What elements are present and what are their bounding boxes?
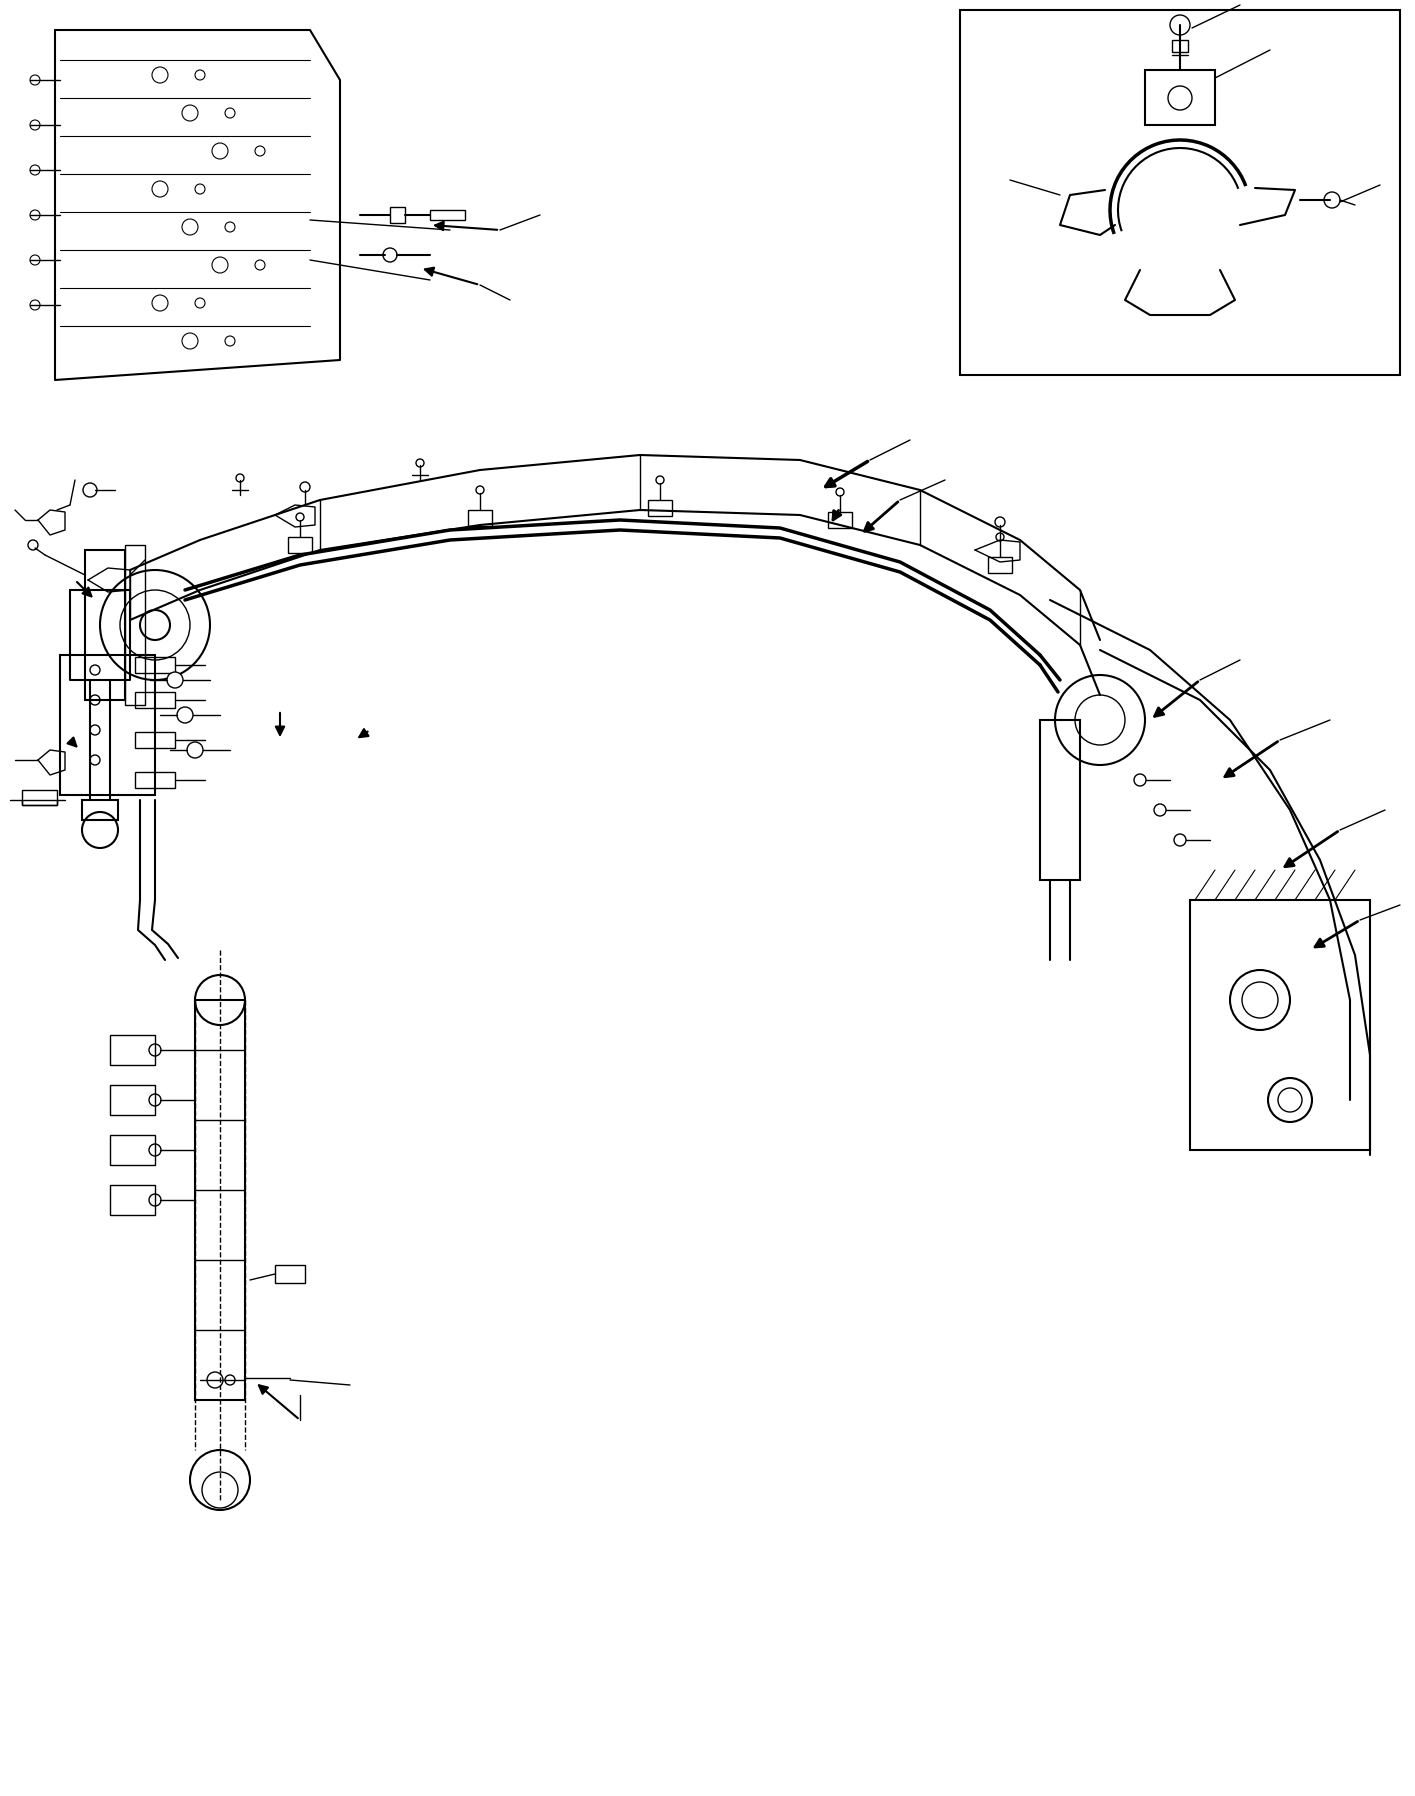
Bar xyxy=(82,799,117,821)
Bar xyxy=(1190,900,1370,1149)
Bar xyxy=(110,1135,156,1166)
Bar xyxy=(134,733,175,747)
Bar xyxy=(959,11,1399,375)
Bar xyxy=(468,510,492,526)
Bar xyxy=(134,772,175,788)
Bar xyxy=(828,512,852,528)
Bar xyxy=(110,1034,156,1065)
Bar xyxy=(289,537,311,553)
Circle shape xyxy=(1174,833,1186,846)
Circle shape xyxy=(30,75,40,84)
Bar xyxy=(988,557,1012,573)
Circle shape xyxy=(83,483,98,497)
Bar xyxy=(195,1000,245,1401)
Bar xyxy=(275,1264,306,1282)
Bar xyxy=(648,499,672,515)
Bar xyxy=(1172,40,1189,52)
Circle shape xyxy=(167,672,183,688)
Circle shape xyxy=(177,708,192,724)
Bar xyxy=(23,790,57,805)
Circle shape xyxy=(187,742,202,758)
Bar xyxy=(134,657,175,674)
Circle shape xyxy=(140,611,170,639)
Bar xyxy=(59,656,156,796)
Bar xyxy=(134,691,175,708)
Circle shape xyxy=(30,255,40,266)
Bar xyxy=(430,210,466,219)
Circle shape xyxy=(1133,774,1146,787)
Bar xyxy=(110,1185,156,1216)
Circle shape xyxy=(1155,805,1166,815)
Bar xyxy=(125,544,144,706)
Bar xyxy=(391,207,405,223)
Bar xyxy=(1040,720,1080,880)
Bar xyxy=(85,550,125,700)
Circle shape xyxy=(207,1372,224,1388)
Bar xyxy=(23,799,57,805)
Circle shape xyxy=(30,165,40,174)
Circle shape xyxy=(30,210,40,219)
Circle shape xyxy=(30,300,40,311)
Bar xyxy=(110,1085,156,1115)
Bar xyxy=(1145,70,1215,126)
Circle shape xyxy=(30,120,40,129)
